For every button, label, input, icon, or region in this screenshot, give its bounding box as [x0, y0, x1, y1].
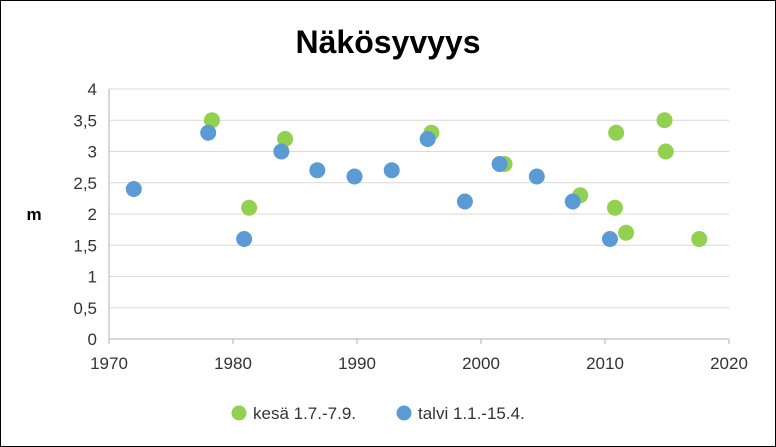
data-point — [491, 156, 508, 172]
gridlines — [109, 88, 729, 309]
data-point — [236, 231, 253, 247]
legend-marker — [231, 405, 247, 421]
data-point — [273, 143, 290, 160]
data-point — [691, 231, 708, 247]
y-tick-label: 0 — [88, 330, 97, 349]
y-tick-label: 0,5 — [73, 299, 97, 318]
y-tick-label: 3,5 — [73, 111, 97, 130]
data-point — [656, 112, 673, 129]
data-point — [346, 168, 363, 185]
legend-label: talvi 1.1.-15.4. — [418, 404, 525, 423]
y-tick-label: 2 — [88, 205, 97, 224]
x-tick-labels: 1970 1980 1990 2000 2010 2020 — [90, 354, 748, 373]
y-tick-labels: 0 0,5 1 1,5 2 2,5 3 3,5 4 — [73, 80, 97, 349]
legend-entry: kesä 1.7.-7.9. — [231, 404, 356, 423]
y-tick-label: 2,5 — [73, 174, 97, 193]
data-point — [564, 193, 581, 210]
series-kesa — [203, 112, 708, 247]
x-tick-label: 2020 — [710, 354, 748, 373]
data-point — [657, 143, 674, 160]
data-point — [419, 131, 436, 147]
y-tick-label: 4 — [88, 80, 97, 99]
data-point — [309, 162, 326, 179]
data-point — [125, 181, 142, 197]
x-tick-label: 1970 — [90, 354, 128, 373]
y-tick-label: 1,5 — [73, 236, 97, 255]
y-tick-label: 3 — [88, 143, 97, 162]
legend-label: kesä 1.7.-7.9. — [253, 404, 356, 423]
data-point — [277, 131, 294, 147]
x-tick-label: 1980 — [214, 354, 252, 373]
data-point — [606, 199, 623, 216]
x-tick-label: 2010 — [586, 354, 624, 373]
data-point — [241, 199, 258, 216]
y-tick-label: 1 — [88, 268, 97, 287]
legend-marker — [396, 405, 412, 421]
legend: kesä 1.7.-7.9. talvi 1.1.-15.4. — [231, 404, 525, 423]
data-point — [456, 193, 473, 210]
data-point — [203, 112, 220, 129]
y-axis-label: m — [26, 205, 41, 224]
data-point — [618, 224, 635, 241]
legend-entry: talvi 1.1.-15.4. — [396, 404, 525, 423]
series-talvi — [125, 124, 618, 247]
data-point — [601, 231, 618, 247]
data-points — [125, 112, 708, 247]
data-point — [528, 168, 545, 185]
axes — [108, 89, 730, 344]
chart-title: Näkösyvyys — [295, 24, 480, 60]
x-tick-label: 2000 — [462, 354, 500, 373]
data-point — [383, 162, 400, 179]
data-point — [608, 124, 625, 141]
x-tick-label: 1990 — [338, 354, 376, 373]
data-point — [200, 124, 217, 141]
